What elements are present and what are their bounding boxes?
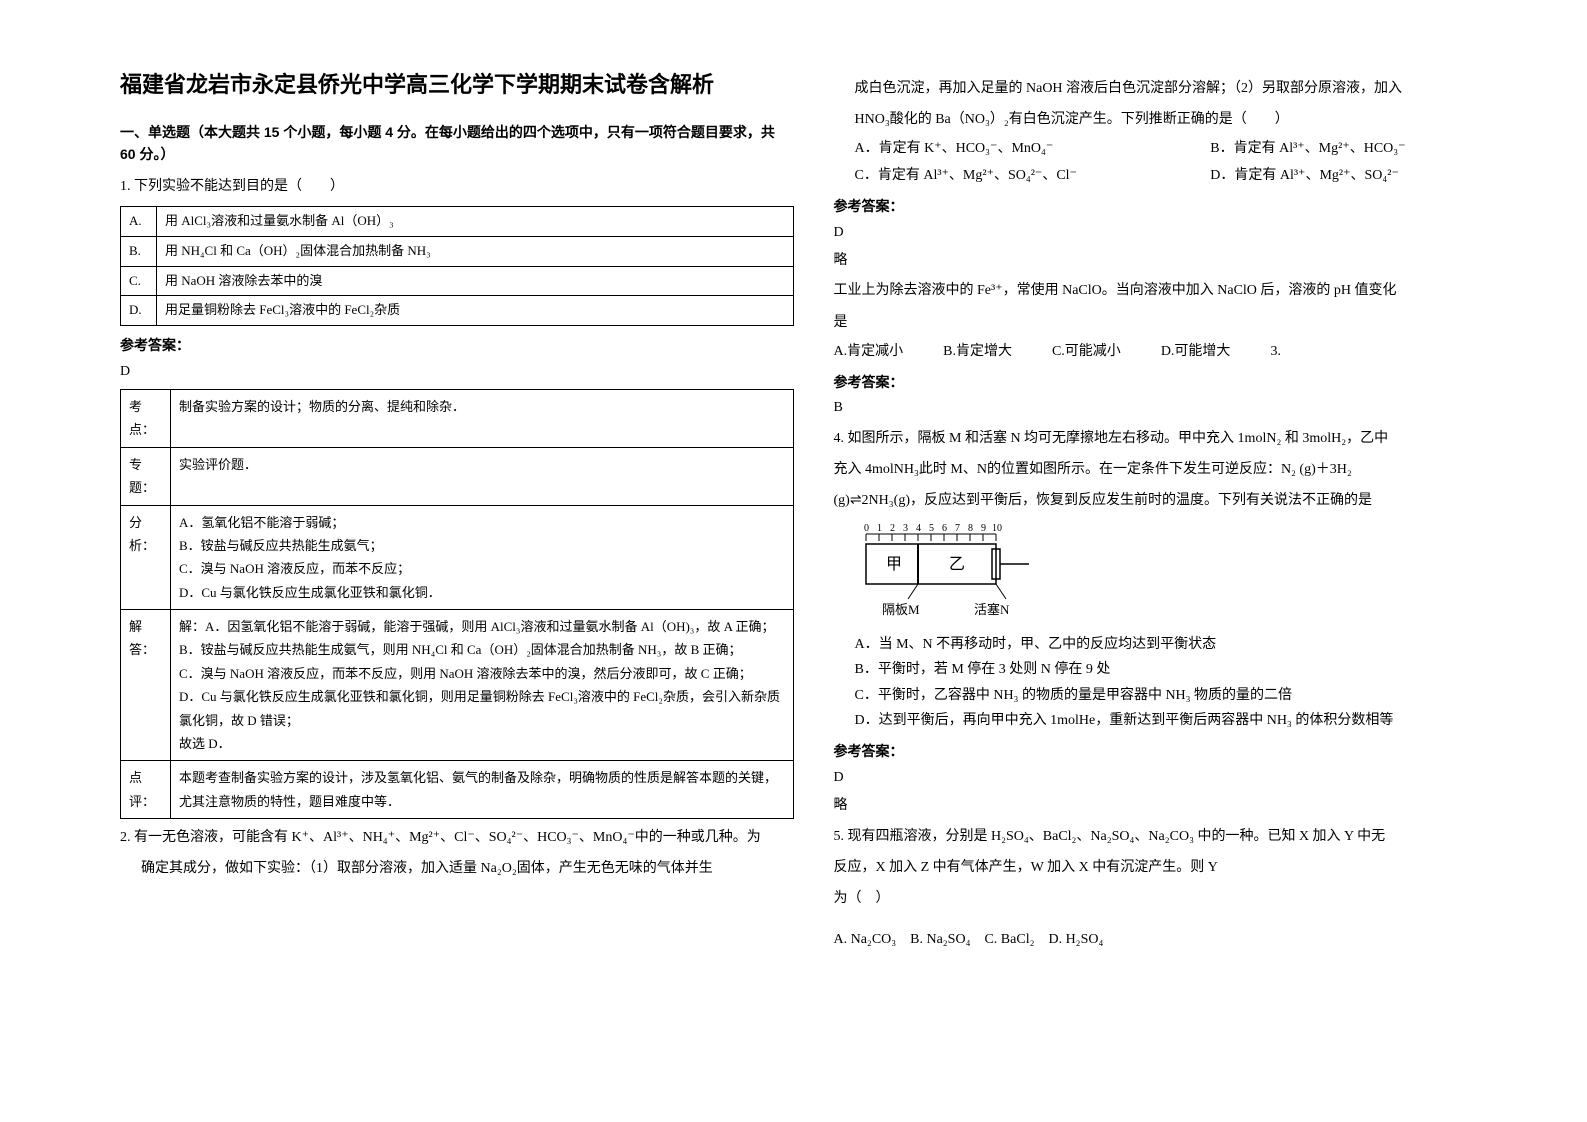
- q1-answer: D: [120, 361, 794, 383]
- svg-text:10: 10: [992, 523, 1002, 534]
- piston-diagram: 0 123 456 789 10 甲 乙 隔板M: [854, 519, 1508, 627]
- right-column: 成白色沉淀，再加入足量的 NaOH 溶液后白色沉淀部分溶解；（2）另取部分原溶液…: [814, 70, 1528, 1082]
- q1-options-table: A.用 AlCl₃溶液和过量氨水制备 Al（OH）₃ B.用 NH₄Cl 和 C…: [120, 206, 794, 326]
- q1-opt-a-text: 用 AlCl₃溶液和过量氨水制备 Al（OH）₃: [157, 206, 794, 236]
- q2-line4: HNO₃酸化的 Ba（NO₃）₂有白色沉淀产生。下列推断正确的是（ ）: [834, 107, 1508, 132]
- q4-opt-d: D．达到平衡后，再向甲中充入 1molHe，重新达到平衡后两容器中 NH₃ 的体…: [834, 710, 1508, 732]
- q1-answer-label: 参考答案：: [120, 334, 794, 356]
- q1-opt-c-text: 用 NaOH 溶液除去苯中的溴: [157, 266, 794, 296]
- svg-text:9: 9: [981, 523, 986, 534]
- q4-line3: (g)⇌2NH₃(g)，反应达到平衡后，恢复到反应发生前时的温度。下列有关说法不…: [834, 488, 1508, 513]
- scale-0: 0: [864, 523, 869, 534]
- a-row5-val: 本题考查制备实验方案的设计，涉及氢氧化铝、氨气的制备及除杂，明确物质的性质是解答…: [171, 761, 794, 819]
- svg-text:1: 1: [877, 523, 882, 534]
- svg-text:5: 5: [929, 523, 934, 534]
- q3-number: 3.: [1270, 341, 1281, 363]
- q3-line1: 工业上为除去溶液中的 Fe³⁺，常使用 NaClO。当向溶液中加入 NaClO …: [834, 278, 1508, 303]
- q3-opt-c: C.可能减小: [1052, 341, 1121, 363]
- box-jia: 甲: [886, 556, 902, 573]
- a-row4-key: 解答：: [121, 610, 171, 761]
- left-column: 福建省龙岩市永定县侨光中学高三化学下学期期末试卷含解析 一、单选题（本大题共 1…: [100, 70, 814, 1082]
- q3-opt-a: A.肯定减小: [834, 341, 904, 363]
- q2-line3: 成白色沉淀，再加入足量的 NaOH 溶液后白色沉淀部分溶解；（2）另取部分原溶液…: [834, 76, 1508, 101]
- q2-opt-c: C．肯定有 Al³⁺、Mg²⁺、SO₄²⁻、Cl⁻: [834, 165, 1131, 187]
- q3-opt-d: D.可能增大: [1161, 341, 1231, 363]
- q3-answer: B: [834, 397, 1508, 419]
- q2-line2: 确定其成分，做如下实验：（1）取部分溶液，加入适量 Na₂O₂固体，产生无色无味…: [120, 856, 794, 881]
- q2-line1: 2. 有一无色溶液，可能含有 K⁺、Al³⁺、NH₄⁺、Mg²⁺、Cl⁻、SO₄…: [120, 825, 794, 850]
- a-row1-key: 考点：: [121, 389, 171, 447]
- q4-line2: 充入 4molNH₃此时 M、N的位置如图所示。在一定条件下发生可逆反应：N₂ …: [834, 457, 1508, 482]
- q4-answer-label: 参考答案：: [834, 740, 1508, 762]
- q2-opt-a: A．肯定有 K⁺、HCO₃⁻、MnO₄⁻: [834, 138, 1131, 160]
- q4-note: 略: [834, 795, 1508, 817]
- a-row2-val: 实验评价题．: [171, 447, 794, 505]
- q1-stem: 1. 下列实验不能达到目的是（ ）: [120, 176, 794, 198]
- a-row5-key: 点评：: [121, 761, 171, 819]
- box-yi: 乙: [949, 556, 965, 573]
- a-row3-key: 分析：: [121, 505, 171, 610]
- q1-opt-d-label: D.: [121, 296, 157, 326]
- q3-opt-b: B.肯定增大: [943, 341, 1012, 363]
- q1-opt-b-text: 用 NH₄Cl 和 Ca（OH）₂固体混合加热制备 NH₃: [157, 236, 794, 266]
- q5-line1: 5. 现有四瓶溶液，分别是 H₂SO₄、BaCl₂、Na₂SO₄、Na₂CO₃ …: [834, 824, 1508, 849]
- svg-text:8: 8: [968, 523, 973, 534]
- svg-text:2: 2: [890, 523, 895, 534]
- section-header: 一、单选题（本大题共 15 个小题，每小题 4 分。在每小题给出的四个选项中，只…: [120, 121, 794, 166]
- q1-analysis-table: 考点：制备实验方案的设计；物质的分离、提纯和除杂． 专题：实验评价题． 分析：A…: [120, 389, 794, 819]
- q5-line3: 为（ ）: [834, 886, 1508, 911]
- q3-line2: 是: [834, 310, 1508, 335]
- q4-answer: D: [834, 767, 1508, 789]
- q3-answer-label: 参考答案：: [834, 371, 1508, 393]
- q1-opt-c-label: C.: [121, 266, 157, 296]
- exam-title: 福建省龙岩市永定县侨光中学高三化学下学期期末试卷含解析: [120, 70, 794, 101]
- a-row2-key: 专题：: [121, 447, 171, 505]
- svg-text:3: 3: [903, 523, 908, 534]
- svg-text:4: 4: [916, 523, 921, 534]
- q1-opt-a-label: A.: [121, 206, 157, 236]
- q2-answer: D: [834, 222, 1508, 244]
- q2-note: 略: [834, 250, 1508, 272]
- a-row3-val: A．氢氧化铝不能溶于弱碱； B．铵盐与碱反应共热能生成氨气； C．溴与 NaOH…: [171, 505, 794, 610]
- q1-opt-b-label: B.: [121, 236, 157, 266]
- q4-opt-a: A．当 M、N 不再移动时，甲、乙中的反应均达到平衡状态: [834, 634, 1508, 656]
- q2-opt-b: B．肯定有 Al³⁺、Mg²⁺、HCO₃⁻: [1210, 138, 1507, 160]
- a-row1-val: 制备实验方案的设计；物质的分离、提纯和除杂．: [171, 389, 794, 447]
- q1-opt-d-text: 用足量铜粉除去 FeCl₃溶液中的 FeCl₂杂质: [157, 296, 794, 326]
- q5-line2: 反应，X 加入 Z 中有气体产生，W 加入 X 中有沉淀产生。则 Y: [834, 855, 1508, 880]
- q4-line1: 4. 如图所示，隔板 M 和活塞 N 均可无摩擦地左右移动。甲中充入 1molN…: [834, 426, 1508, 451]
- label-n: 活塞N: [974, 602, 1010, 617]
- label-m: 隔板M: [882, 602, 920, 617]
- q2-answer-label: 参考答案：: [834, 195, 1508, 217]
- a-row4-val: 解：A．因氢氧化铝不能溶于弱碱，能溶于强碱，则用 AlCl₃溶液和过量氨水制备 …: [171, 610, 794, 761]
- q4-opt-c: C．平衡时，乙容器中 NH₃ 的物质的量是甲容器中 NH₃ 物质的量的二倍: [834, 685, 1508, 707]
- q4-opt-b: B．平衡时，若 M 停在 3 处则 N 停在 9 处: [834, 659, 1508, 681]
- q5-opts: A. Na₂CO₃ B. Na₂SO₄ C. BaCl₂ D. H₂SO₄: [834, 927, 1508, 952]
- q2-opt-d: D．肯定有 Al³⁺、Mg²⁺、SO₄²⁻: [1210, 165, 1507, 187]
- svg-text:7: 7: [955, 523, 960, 534]
- svg-text:6: 6: [942, 523, 947, 534]
